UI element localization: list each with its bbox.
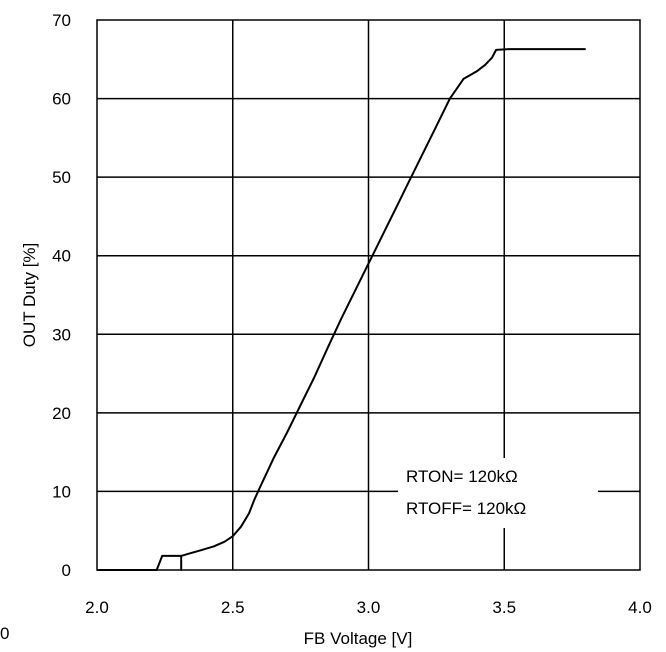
x-tick-labels: 2.0 2.5 3.0 3.5 4.0 (85, 598, 652, 617)
y-tick-label: 30 (52, 325, 71, 344)
y-tick-label: 70 (52, 11, 71, 30)
series-layer (97, 48, 586, 571)
y-tick-label: 10 (52, 482, 71, 501)
y-tick-label: 50 (52, 168, 71, 187)
x-tick-label: 3.5 (492, 598, 516, 617)
series-line-duty (97, 48, 586, 571)
y-tick-label: 0 (62, 561, 71, 580)
x-tick-label: 2.5 (221, 598, 245, 617)
x-tick-label: 4.0 (628, 598, 652, 617)
y-tick-label: 40 (52, 247, 71, 266)
corner-label: 0 (0, 624, 9, 643)
y-axis-label: OUT Duty [%] (20, 243, 39, 348)
x-tick-label: 2.0 (85, 598, 109, 617)
annotation-rton: RTON= 120kΩ (406, 467, 518, 486)
annotation-rtoff: RTOFF= 120kΩ (406, 499, 526, 518)
plot-frame (96, 19, 641, 571)
y-tick-label: 60 (52, 90, 71, 109)
y-tick-label: 20 (52, 404, 71, 423)
y-tick-labels: 0 10 20 30 40 50 60 70 (52, 11, 71, 580)
grid (97, 20, 640, 570)
annotation-background (398, 458, 598, 528)
x-tick-label: 3.0 (357, 598, 381, 617)
x-axis-label: FB Voltage [V] (304, 629, 413, 648)
